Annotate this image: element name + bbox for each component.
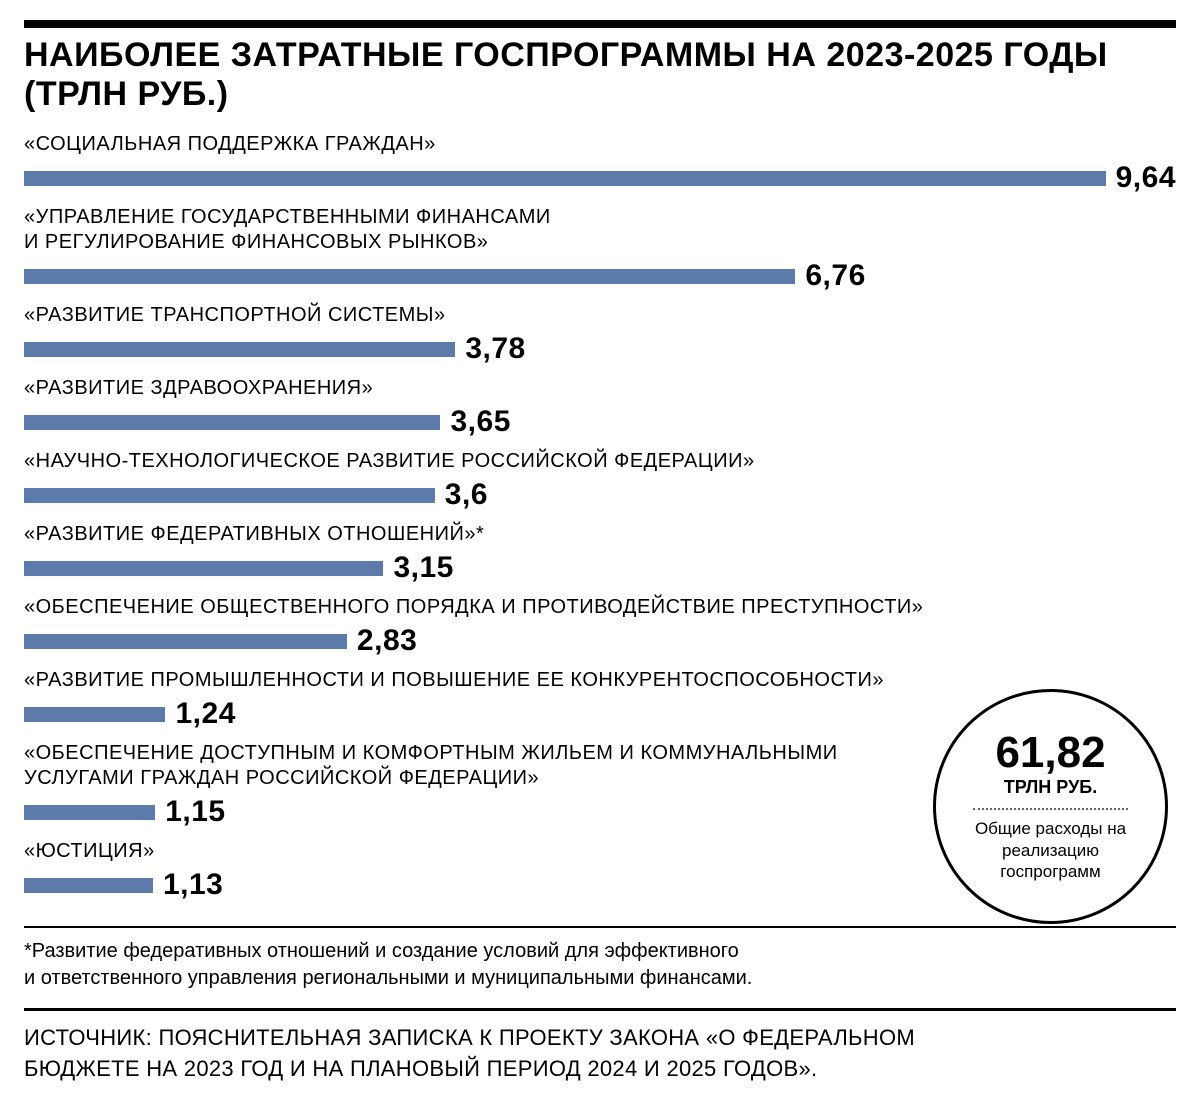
bar-row: «РАЗВИТИЕ ЗДРАВООХРАНЕНИЯ» 3,65 (24, 376, 1176, 439)
bar-row: «УПРАВЛЕНИЕ ГОСУДАРСТВЕННЫМИ ФИНАНСАМИ И… (24, 205, 1176, 293)
bar-row: «СОЦИАЛЬНАЯ ПОДДЕРЖКА ГРАЖДАН» 9,64 (24, 132, 1176, 195)
callout-separator (973, 808, 1127, 810)
bar-label: «ОБЕСПЕЧЕНИЕ ОБЩЕСТВЕННОГО ПОРЯДКА И ПРО… (24, 595, 1176, 620)
bar-value: 3,6 (445, 478, 488, 512)
bar-value: 1,13 (163, 868, 223, 902)
bar (24, 488, 435, 503)
bar-label: «РАЗВИТИЕ ФЕДЕРАТИВНЫХ ОТНОШЕНИЙ»* (24, 522, 1176, 547)
bar-label: «РАЗВИТИЕ ПРОМЫШЛЕННОСТИ И ПОВЫШЕНИЕ ЕЕ … (24, 668, 1176, 693)
bar-value: 1,24 (175, 697, 235, 731)
bar-label: «СОЦИАЛЬНАЯ ПОДДЕРЖКА ГРАЖДАН» (24, 132, 1176, 157)
bar-line: 2,83 (24, 624, 1176, 658)
bar-value: 9,64 (1116, 161, 1176, 195)
source-line: ИСТОЧНИК: ПОЯСНИТЕЛЬНАЯ ЗАПИСКА К ПРОЕКТ… (24, 1023, 1176, 1085)
bar-line: 6,76 (24, 259, 1176, 293)
bar-value: 3,15 (393, 551, 453, 585)
bar-value: 2,83 (357, 624, 417, 658)
bar-label: «РАЗВИТИЕ ЗДРАВООХРАНЕНИЯ» (24, 376, 1176, 401)
bar-label: «НАУЧНО-ТЕХНОЛОГИЧЕСКОЕ РАЗВИТИЕ РОССИЙС… (24, 449, 1176, 474)
callout-unit: ТРЛН РУБ. (1004, 777, 1097, 798)
bar-line: 3,78 (24, 332, 1176, 366)
bar (24, 561, 383, 576)
bar (24, 269, 795, 284)
bar (24, 805, 155, 820)
bar-value: 3,78 (465, 332, 525, 366)
bar (24, 342, 455, 357)
bar-chart: «СОЦИАЛЬНАЯ ПОДДЕРЖКА ГРАЖДАН» 9,64 «УПРАВ… (24, 132, 1176, 902)
rule-above-footnote (24, 926, 1176, 928)
bar-line: 3,15 (24, 551, 1176, 585)
bar (24, 707, 165, 722)
bar-label: «УПРАВЛЕНИЕ ГОСУДАРСТВЕННЫМИ ФИНАНСАМИ И… (24, 205, 1176, 255)
bar-row: «ОБЕСПЕЧЕНИЕ ОБЩЕСТВЕННОГО ПОРЯДКА И ПРО… (24, 595, 1176, 658)
bar (24, 634, 347, 649)
bar-row: «РАЗВИТИЕ ФЕДЕРАТИВНЫХ ОТНОШЕНИЙ»* 3,15 (24, 522, 1176, 585)
bar (24, 171, 1106, 186)
bar (24, 878, 153, 893)
bar-value: 1,15 (165, 795, 225, 829)
total-callout: 61,82 ТРЛН РУБ. Общие расходы на реализа… (933, 689, 1168, 924)
bar (24, 415, 440, 430)
bar-value: 3,65 (450, 405, 510, 439)
top-rule (24, 20, 1176, 28)
callout-value: 61,82 (995, 731, 1105, 775)
bar-label: «РАЗВИТИЕ ТРАНСПОРТНОЙ СИСТЕМЫ» (24, 303, 1176, 328)
footnote: *Развитие федеративных отношений и созда… (24, 938, 1176, 992)
chart-title: НАИБОЛЕЕ ЗАТРАТНЫЕ ГОСПРОГРАММЫ НА 2023-… (24, 36, 1176, 114)
bar-row: «НАУЧНО-ТЕХНОЛОГИЧЕСКОЕ РАЗВИТИЕ РОССИЙС… (24, 449, 1176, 512)
bar-line: 9,64 (24, 161, 1176, 195)
rule-above-source (24, 1008, 1176, 1011)
bar-line: 3,65 (24, 405, 1176, 439)
bar-value: 6,76 (805, 259, 865, 293)
bar-row: «РАЗВИТИЕ ТРАНСПОРТНОЙ СИСТЕМЫ» 3,78 (24, 303, 1176, 366)
bar-line: 3,6 (24, 478, 1176, 512)
callout-description: Общие расходы на реализацию госпрограмм (954, 818, 1147, 882)
